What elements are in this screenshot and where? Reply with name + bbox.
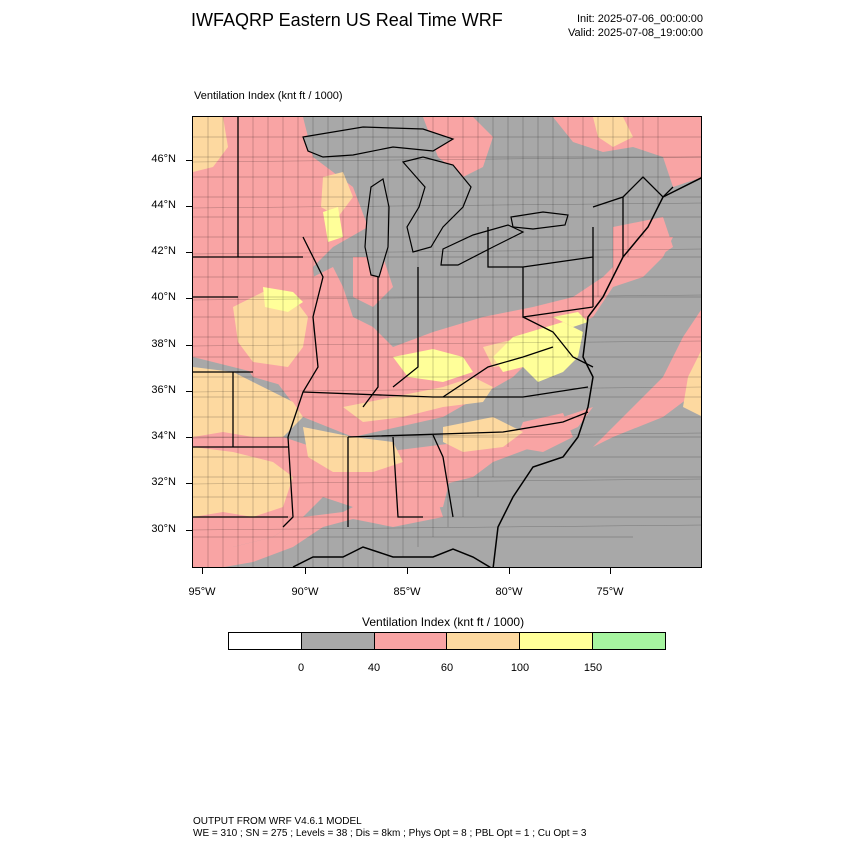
lat-label: 30°N <box>151 523 176 535</box>
lon-label: 90°W <box>291 586 319 598</box>
lon-tick <box>407 568 408 574</box>
lat-label: 38°N <box>151 338 176 350</box>
colorbar-tick-label: 100 <box>510 662 530 674</box>
lon-tick <box>202 568 203 574</box>
lat-tick <box>186 345 192 346</box>
lat-tick <box>186 206 192 207</box>
lat-label: 44°N <box>151 199 176 211</box>
lat-tick <box>186 483 192 484</box>
colorbar-title: Ventilation Index (knt ft / 1000) <box>362 615 525 629</box>
plot-title: IWFAQRP Eastern US Real Time WRF <box>191 10 503 30</box>
model-info-line2: WE = 310 ; SN = 275 ; Levels = 38 ; Dis … <box>193 828 587 839</box>
lon-label: 80°W <box>495 586 523 598</box>
field-label: Ventilation Index (knt ft / 1000) <box>194 90 343 102</box>
lat-tick <box>186 252 192 253</box>
map-panel <box>192 116 702 568</box>
colorbar-cell <box>229 633 302 649</box>
ventilation-map <box>193 117 701 567</box>
lon-label: 75°W <box>596 586 624 598</box>
lat-tick <box>186 160 192 161</box>
model-info-line1: OUTPUT FROM WRF V4.6.1 MODEL <box>193 816 362 827</box>
lon-tick <box>509 568 510 574</box>
lon-tick <box>610 568 611 574</box>
colorbar-cell <box>593 633 665 649</box>
colorbar-cell <box>447 633 521 649</box>
lon-label: 95°W <box>188 586 216 598</box>
colorbar <box>228 632 666 650</box>
lat-label: 36°N <box>151 384 176 396</box>
colorbar-tick-label: 60 <box>440 662 454 674</box>
lat-label: 34°N <box>151 430 176 442</box>
lat-tick <box>186 530 192 531</box>
county-grid <box>193 117 701 567</box>
valid-time: Valid: 2025-07-08_19:00:00 <box>568 27 703 39</box>
lon-label: 85°W <box>393 586 421 598</box>
lat-label: 46°N <box>151 153 176 165</box>
lat-tick <box>186 391 192 392</box>
lat-tick <box>186 437 192 438</box>
great-lakes <box>302 126 569 278</box>
colorbar-tick-label: 0 <box>297 662 305 674</box>
colorbar-cell <box>520 633 594 649</box>
colorbar-cell <box>374 633 448 649</box>
lat-label: 40°N <box>151 291 176 303</box>
colorbar-tick-label: 40 <box>367 662 381 674</box>
gulf-coastline <box>292 546 492 567</box>
lat-tick <box>186 298 192 299</box>
init-time: Init: 2025-07-06_00:00:00 <box>577 13 703 25</box>
lon-tick <box>305 568 306 574</box>
lat-label: 32°N <box>151 476 176 488</box>
graticule <box>193 156 701 531</box>
lat-label: 42°N <box>151 245 176 257</box>
atlantic-coastline <box>492 177 701 567</box>
colorbar-tick-label: 150 <box>583 662 603 674</box>
state-boundaries <box>193 117 674 528</box>
colorbar-cell <box>301 633 375 649</box>
